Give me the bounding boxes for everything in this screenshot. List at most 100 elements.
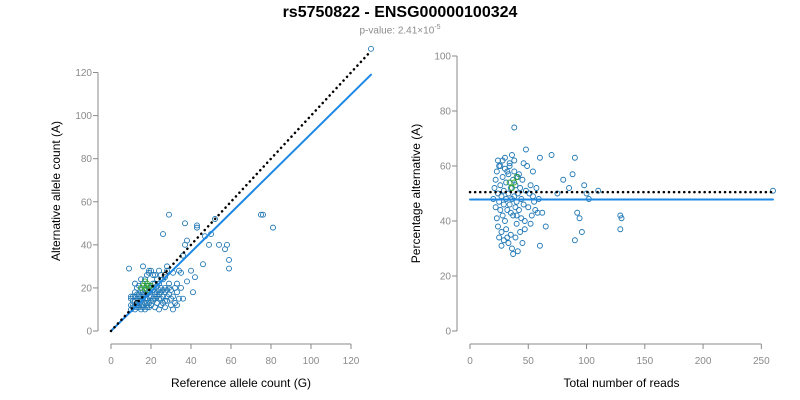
- data-point: [178, 284, 184, 291]
- data-point-overlap: [142, 278, 148, 285]
- x-tick-label: 60: [225, 356, 237, 367]
- data-point: [519, 176, 526, 183]
- x-axis-title: Total number of reads: [563, 376, 679, 390]
- data-point: [170, 306, 176, 313]
- data-point: [520, 201, 527, 208]
- data-point: [166, 211, 172, 218]
- x-tick-label: 80: [265, 356, 277, 367]
- y-tick-label: 120: [75, 68, 92, 79]
- data-point: [519, 240, 526, 246]
- y-axis-title: Percentage alternative (A): [409, 124, 423, 263]
- data-point: [510, 212, 517, 219]
- data-point: [176, 267, 182, 274]
- data-point: [560, 176, 567, 183]
- data-point: [497, 182, 504, 189]
- data-point: [504, 207, 511, 213]
- data-point: [513, 220, 520, 227]
- data-point: [503, 179, 510, 186]
- data-point: [521, 226, 528, 233]
- data-point: [504, 234, 511, 241]
- y-tick-label: 20: [440, 272, 452, 283]
- data-point: [174, 302, 180, 309]
- scatter-panel-counts: 0 20 40 60 80 100 120 0 20 40 60 80 100 120 Reference …: [49, 45, 374, 390]
- data-point: [506, 160, 513, 167]
- data-point: [513, 212, 520, 219]
- data-point: [130, 293, 136, 300]
- x-tick-label: 100: [303, 356, 320, 367]
- data-point: [518, 215, 525, 222]
- data-point: [521, 218, 528, 224]
- x-tick-label: 40: [185, 356, 197, 367]
- data-point: [495, 223, 501, 230]
- data-point: [492, 204, 499, 211]
- x-tick-label: 100: [578, 356, 595, 367]
- x-tick-label: 0: [108, 356, 114, 367]
- data-point: [224, 241, 230, 248]
- data-point: [524, 163, 531, 169]
- data-point: [529, 193, 536, 200]
- data-point: [505, 171, 512, 178]
- fit-line: [110, 73, 372, 332]
- data-point: [492, 176, 499, 183]
- data-point: [180, 295, 186, 302]
- data-point: [548, 152, 555, 158]
- data-point: [226, 265, 232, 272]
- data-point: [514, 248, 521, 255]
- data-point: [184, 278, 190, 285]
- data-point: [152, 272, 158, 278]
- y-tick-label: 100: [75, 111, 92, 122]
- data-point: [502, 154, 508, 161]
- x-tick-label: 150: [636, 356, 653, 367]
- data-point: [132, 280, 138, 287]
- data-point: [514, 190, 521, 197]
- data-point: [500, 237, 507, 244]
- data-point: [258, 211, 264, 218]
- data-point: [146, 267, 152, 274]
- data-point: [188, 267, 194, 274]
- data-point: [770, 187, 776, 194]
- data-point: [505, 190, 512, 197]
- data-point: [536, 242, 543, 249]
- data-point: [182, 241, 188, 248]
- data-point: [506, 201, 513, 208]
- data-point: [190, 289, 196, 296]
- data-point: [527, 220, 534, 227]
- data-point: [500, 201, 507, 208]
- x-tick-label: 0: [467, 356, 473, 367]
- data-point: [206, 241, 212, 248]
- data-point: [512, 234, 519, 241]
- data-point: [498, 229, 505, 235]
- data-point: [517, 185, 524, 191]
- data-point: [506, 163, 513, 169]
- data-point: [595, 187, 602, 194]
- y-tick-label: 0: [86, 327, 92, 338]
- data-point: [509, 152, 515, 158]
- data-point: [511, 157, 518, 164]
- expected-line: [109, 49, 373, 333]
- data-point: [542, 223, 549, 230]
- data-point: [499, 174, 506, 180]
- data-point: [617, 226, 624, 233]
- data-point: [160, 231, 166, 238]
- data-point: [527, 182, 534, 189]
- data-point: [498, 242, 505, 249]
- data-point: [566, 185, 573, 191]
- x-axis-title: Reference allele count (G): [171, 376, 311, 390]
- data-point: [493, 215, 500, 222]
- data-point: [182, 220, 188, 227]
- data-point: [576, 215, 583, 222]
- data-point: [617, 212, 624, 219]
- data-point: [498, 193, 505, 200]
- data-point-overlap: [511, 179, 518, 186]
- data-point-overlap: [509, 185, 515, 191]
- data-point: [502, 218, 508, 224]
- data-point: [581, 182, 588, 189]
- data-point: [554, 190, 561, 197]
- data-point: [507, 231, 514, 238]
- data-point: [574, 209, 581, 216]
- y-tick-label: 40: [81, 240, 93, 251]
- y-axis-title: Alternative allele count (A): [49, 121, 63, 261]
- data-point: [176, 295, 182, 302]
- data-point: [500, 187, 507, 194]
- data-point: [578, 229, 585, 235]
